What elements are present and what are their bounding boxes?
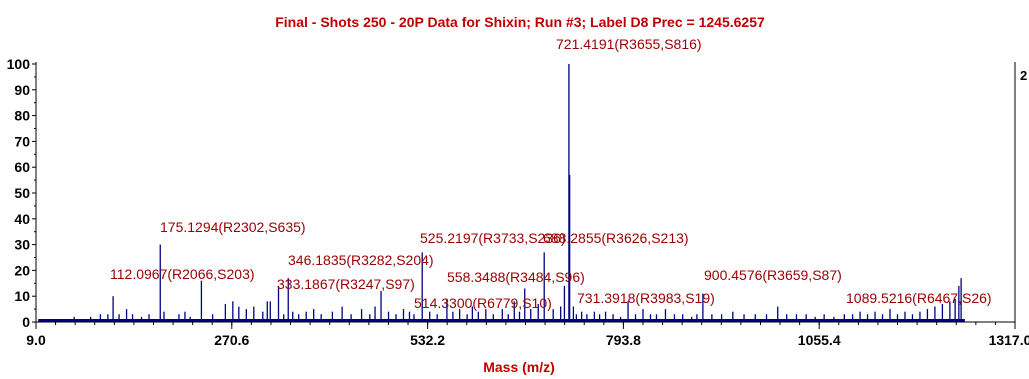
y-tick-label: 90	[14, 82, 30, 98]
peak-label: 900.4576(R3659,S87)	[704, 267, 842, 283]
peak-label: 514.3300(R6779,S10)	[414, 295, 552, 311]
y-tick-label: 50	[14, 185, 30, 201]
x-tick-label: 532.2	[410, 332, 445, 348]
y-tick-label: 30	[14, 237, 30, 253]
y-tick-label: 100	[7, 56, 31, 72]
chart-axes: 0 10 20 30 40 50 60 70 80 90 100 9.0 270.6 532.2 793.8…	[7, 56, 1029, 348]
y-tick-label: 10	[14, 288, 30, 304]
peak-label: 1089.5216(R6467,S26)	[846, 290, 992, 306]
y-tick-label: 0	[22, 314, 30, 330]
chart-title: Final - Shots 250 - 20P Data for Shixin;…	[275, 14, 765, 30]
x-tick-label: 1317.0	[989, 332, 1029, 348]
y-tick-label: 40	[14, 211, 30, 227]
peak-label: 525.2197(R3733,S236)	[420, 230, 566, 246]
x-tick-label: 9.0	[26, 332, 46, 348]
x-tick-label: 1055.4	[798, 332, 841, 348]
spectrum-peaks	[38, 64, 965, 322]
baseline-noise	[38, 319, 965, 322]
corner-label: 2	[1020, 68, 1027, 83]
peak-label: 558.3488(R3484,S96)	[447, 269, 585, 285]
y-tick-label: 70	[14, 133, 30, 149]
peak-label: 731.3918(R3983,S19)	[577, 290, 715, 306]
peak-label: 721.4191(R3655,S816)	[556, 36, 702, 52]
y-tick-label: 60	[14, 159, 30, 175]
peak-label: 346.1835(R3282,S204)	[288, 252, 434, 268]
peak-label: 688.2855(R3626,S213)	[543, 230, 689, 246]
y-tick-label: 80	[14, 108, 30, 124]
peak-annotations: 112.0967(R2066,S203) 175.1294(R2302,S635)…	[110, 36, 992, 311]
peak-label: 175.1294(R2302,S635)	[160, 219, 306, 235]
x-axis-label: Mass (m/z)	[483, 359, 555, 375]
x-tick-label: 793.8	[606, 332, 641, 348]
peak-label: 112.0967(R2066,S203)	[110, 266, 255, 282]
peak-label: 333.1867(R3247,S97)	[277, 276, 415, 292]
y-tick-label: 20	[14, 262, 30, 278]
x-tick-label: 270.6	[214, 332, 249, 348]
